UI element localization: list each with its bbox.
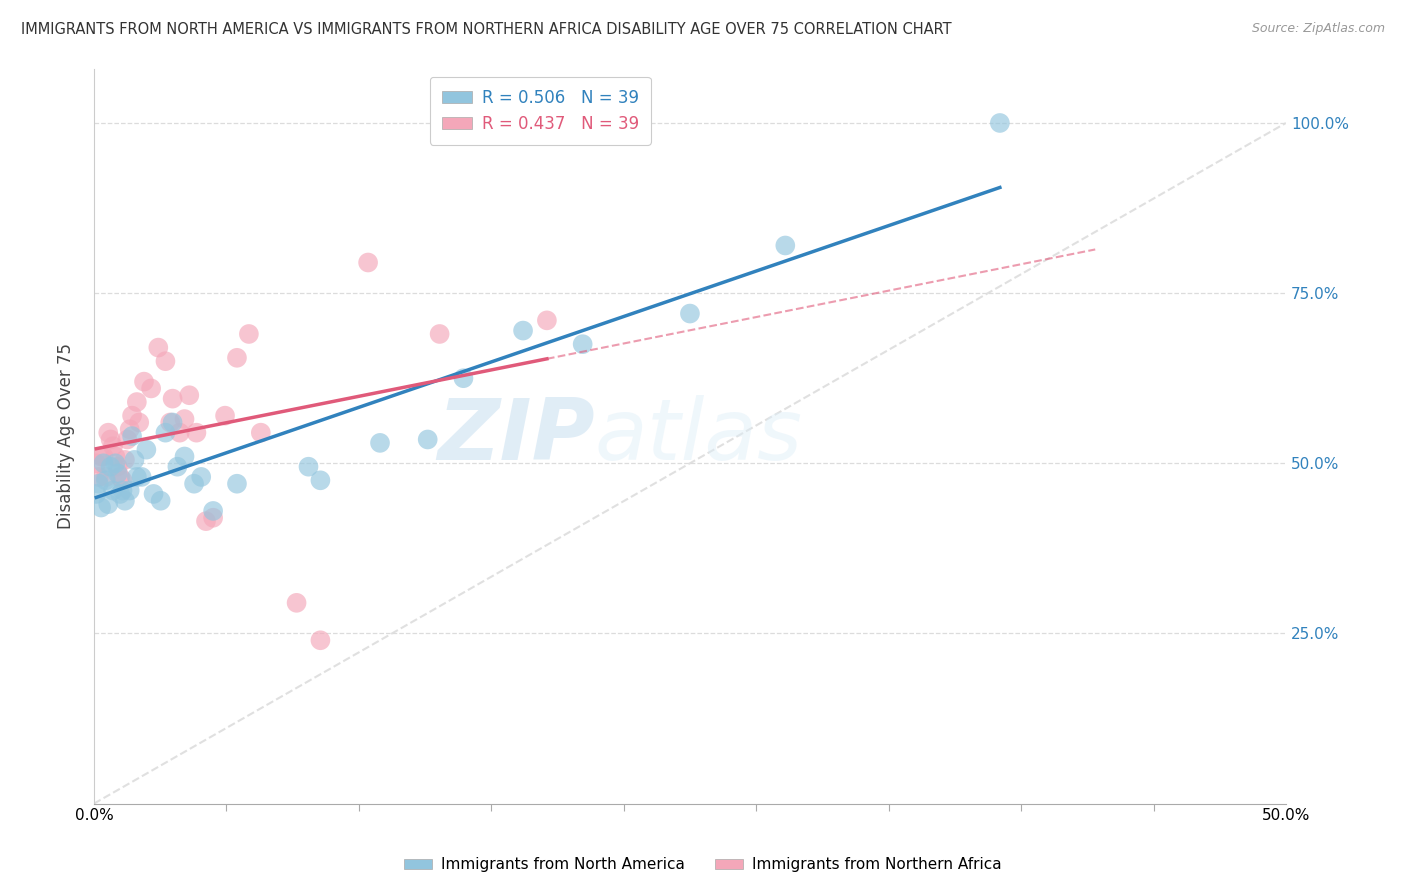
- Point: [93, 456, 115, 470]
- Legend: R = 0.506   N = 39, R = 0.437   N = 39: R = 0.506 N = 39, R = 0.437 N = 39: [430, 77, 651, 145]
- Point: [169, 425, 191, 440]
- Point: [775, 238, 797, 252]
- Point: [453, 371, 475, 385]
- Point: [121, 429, 143, 443]
- Point: [512, 324, 534, 338]
- Point: [416, 433, 439, 447]
- Point: [186, 425, 208, 440]
- Y-axis label: Disability Age Over 75: Disability Age Over 75: [58, 343, 75, 529]
- Point: [179, 388, 201, 402]
- Point: [173, 412, 195, 426]
- Point: [104, 456, 127, 470]
- Point: [309, 473, 332, 487]
- Point: [131, 470, 153, 484]
- Point: [111, 473, 134, 487]
- Point: [124, 453, 146, 467]
- Point: [141, 381, 163, 395]
- Point: [155, 354, 177, 368]
- Point: [132, 375, 155, 389]
- Point: [159, 416, 181, 430]
- Point: [90, 500, 112, 515]
- Point: [202, 510, 225, 524]
- Point: [214, 409, 236, 423]
- Point: [173, 450, 195, 464]
- Point: [238, 326, 260, 341]
- Point: [101, 439, 124, 453]
- Point: [571, 337, 593, 351]
- Point: [86, 456, 108, 470]
- Point: [90, 450, 112, 464]
- Text: ZIP: ZIP: [437, 394, 595, 477]
- Text: atlas: atlas: [595, 394, 803, 477]
- Point: [128, 416, 150, 430]
- Point: [536, 313, 558, 327]
- Point: [118, 483, 141, 498]
- Point: [97, 425, 120, 440]
- Text: Source: ZipAtlas.com: Source: ZipAtlas.com: [1251, 22, 1385, 36]
- Point: [988, 116, 1011, 130]
- Point: [104, 450, 127, 464]
- Point: [100, 459, 122, 474]
- Point: [155, 425, 177, 440]
- Point: [226, 351, 249, 365]
- Point: [100, 433, 122, 447]
- Point: [108, 487, 131, 501]
- Point: [250, 425, 273, 440]
- Point: [195, 514, 218, 528]
- Point: [149, 493, 172, 508]
- Point: [111, 483, 134, 498]
- Point: [190, 470, 212, 484]
- Point: [117, 433, 139, 447]
- Point: [114, 493, 136, 508]
- Point: [125, 395, 148, 409]
- Point: [101, 483, 124, 498]
- Point: [166, 459, 188, 474]
- Point: [87, 470, 110, 484]
- Point: [97, 497, 120, 511]
- Point: [94, 473, 117, 487]
- Point: [135, 442, 157, 457]
- Point: [108, 470, 131, 484]
- Point: [107, 467, 129, 481]
- Text: IMMIGRANTS FROM NORTH AMERICA VS IMMIGRANTS FROM NORTHERN AFRICA DISABILITY AGE : IMMIGRANTS FROM NORTH AMERICA VS IMMIGRA…: [21, 22, 952, 37]
- Point: [226, 476, 249, 491]
- Point: [429, 326, 451, 341]
- Point: [202, 504, 225, 518]
- Point: [114, 453, 136, 467]
- Point: [118, 422, 141, 436]
- Point: [125, 470, 148, 484]
- Point: [94, 470, 117, 484]
- Point: [107, 459, 129, 474]
- Point: [148, 341, 170, 355]
- Point: [142, 487, 165, 501]
- Point: [297, 459, 319, 474]
- Point: [87, 476, 110, 491]
- Point: [121, 409, 143, 423]
- Point: [309, 633, 332, 648]
- Point: [86, 487, 108, 501]
- Point: [183, 476, 205, 491]
- Point: [357, 255, 380, 269]
- Point: [162, 392, 184, 406]
- Point: [285, 596, 308, 610]
- Point: [162, 416, 184, 430]
- Point: [679, 307, 702, 321]
- Point: [93, 450, 115, 464]
- Point: [368, 435, 391, 450]
- Legend: Immigrants from North America, Immigrants from Northern Africa: Immigrants from North America, Immigrant…: [396, 849, 1010, 880]
